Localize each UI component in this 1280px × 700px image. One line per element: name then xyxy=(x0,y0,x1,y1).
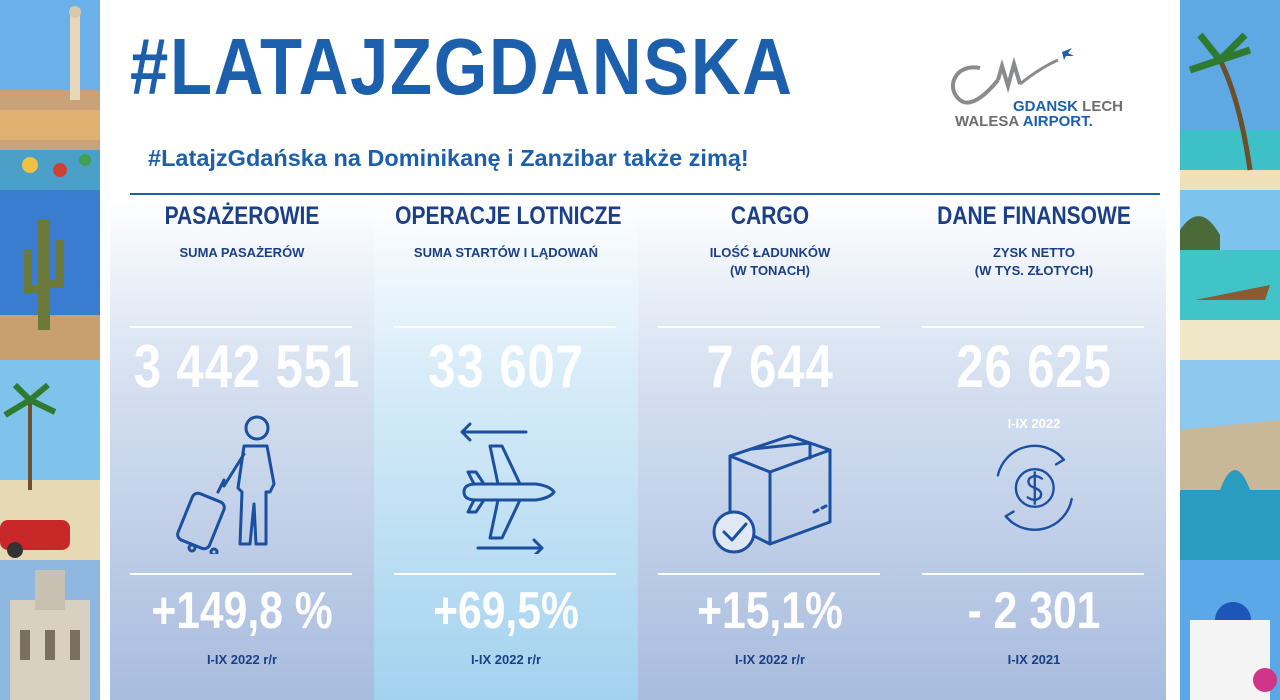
stat-divider xyxy=(130,573,352,575)
airplane-arrows-icon xyxy=(460,422,556,554)
stat-period: I-IX 2021 xyxy=(1007,652,1061,667)
stat-value: 33 607 xyxy=(428,333,584,400)
stat-column-operations: OPERACJE LOTNICZE SUMA STARTÓW I LĄDOWAŃ… xyxy=(374,196,638,700)
photo-sea-arch xyxy=(1180,360,1280,560)
right-photo-strip xyxy=(1180,0,1280,700)
stat-change: - 2 301 xyxy=(967,582,1101,640)
stat-divider xyxy=(394,326,616,328)
stat-value: 7 644 xyxy=(706,333,834,400)
stat-change: +15,1% xyxy=(697,582,843,640)
photo-church xyxy=(0,560,100,700)
stat-divider xyxy=(658,573,880,575)
left-photo-strip xyxy=(0,0,100,700)
stat-period: I-IX 2022 r/r xyxy=(206,652,278,667)
stat-column-cargo: CARGO ILOŚĆ ŁADUNKÓW (W TONACH) 7 644 +1… xyxy=(638,196,902,700)
stat-divider xyxy=(130,326,352,328)
stat-value-period: I-IX 2022 xyxy=(1007,416,1061,431)
photo-santorini xyxy=(1180,560,1280,700)
stat-title: OPERACJE LOTNICZE xyxy=(395,202,622,230)
stat-subtitle: SUMA STARTÓW I LĄDOWAŃ xyxy=(413,245,599,260)
header-divider xyxy=(130,193,1160,195)
stat-change: +149,8 % xyxy=(151,582,333,640)
photo-longtail-boat xyxy=(1180,190,1280,360)
dollar-cycle-icon xyxy=(996,444,1073,531)
stat-column-finance: DANE FINANSOWE ZYSK NETTO (W TYS. ZŁOTYC… xyxy=(902,196,1166,700)
photo-palm-shore xyxy=(1180,0,1280,190)
stat-title: DANE FINANSOWE xyxy=(937,202,1131,230)
cargo-box-check-icon xyxy=(712,434,832,554)
stat-subtitle: SUMA PASAŻERÓW xyxy=(179,245,305,260)
airport-logo-icon xyxy=(950,48,1074,105)
photo-cactus xyxy=(0,190,100,360)
stat-subtitle: ZYSK NETTO (W TYS. ZŁOTYCH) xyxy=(974,245,1094,278)
stat-column-passengers: PASAŻEROWIE SUMA PASAŻERÓW 3 442 551 +14… xyxy=(110,196,374,700)
photo-palm-beach-car xyxy=(0,360,100,560)
stat-divider xyxy=(658,326,880,328)
stat-divider xyxy=(394,573,616,575)
stat-title: CARGO xyxy=(730,202,810,230)
stat-change: +69,5% xyxy=(433,582,579,640)
stat-divider xyxy=(922,326,1144,328)
stat-subtitle: ILOŚĆ ŁADUNKÓW (W TONACH) xyxy=(709,245,831,278)
stat-divider xyxy=(922,573,1144,575)
stat-title: PASAŻEROWIE xyxy=(164,202,320,230)
stat-value: 26 625 xyxy=(956,333,1112,400)
stat-value: 3 442 551 xyxy=(133,333,361,400)
campaign-hashtag: #LATAJZGDANSKA xyxy=(130,22,794,111)
stat-period: I-IX 2022 r/r xyxy=(734,652,806,667)
traveler-with-suitcase-icon xyxy=(176,415,276,554)
photo-barcelona-park xyxy=(0,0,100,190)
logo-text-line2: WALESA AIRPORT. xyxy=(955,113,1093,130)
stat-period: I-IX 2022 r/r xyxy=(470,652,542,667)
campaign-subtitle: #LatajzGdańska na Dominikanę i Zanzibar … xyxy=(148,145,749,171)
logo-text-line1: GDANSK LECH xyxy=(1013,98,1124,115)
